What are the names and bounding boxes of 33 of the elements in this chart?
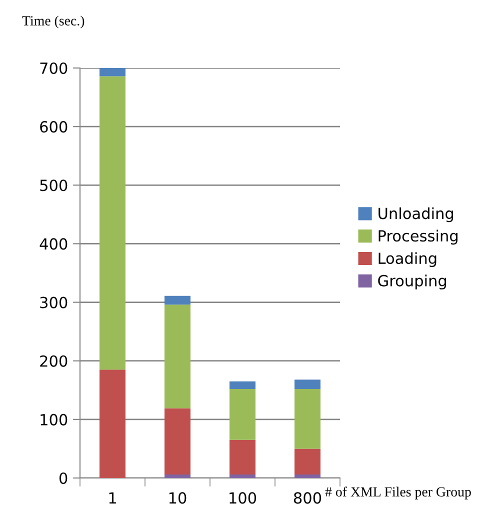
x-tick-label: 10 xyxy=(169,492,186,504)
bar xyxy=(164,296,190,305)
bar xyxy=(294,474,320,478)
y-tick-label: 200 xyxy=(40,355,68,367)
bar xyxy=(164,474,190,478)
y-tick-label: 700 xyxy=(40,62,68,74)
bar xyxy=(294,388,320,449)
bar xyxy=(230,381,256,389)
bar xyxy=(100,370,126,478)
x-axis-title: # of XML Files per Group xyxy=(325,486,471,500)
bar xyxy=(294,448,320,474)
x-tick-label: 1 xyxy=(109,492,116,504)
bar xyxy=(100,68,126,76)
bar xyxy=(100,76,126,370)
bar xyxy=(230,388,256,440)
legend-label: Unloading xyxy=(378,207,454,222)
y-axis-title: Time (sec.) xyxy=(22,16,84,28)
bar xyxy=(294,380,320,389)
y-tick-label: 0 xyxy=(59,472,68,484)
legend-label: Processing xyxy=(378,230,458,245)
legend-label: Loading xyxy=(378,252,436,268)
bar xyxy=(164,408,190,474)
legend-label: Grouping xyxy=(378,274,446,290)
y-tick-label: 100 xyxy=(40,414,68,426)
x-tick-label: 100 xyxy=(230,492,256,504)
y-tick-label: 300 xyxy=(40,296,68,308)
y-tick-label: 500 xyxy=(40,180,68,192)
bar xyxy=(230,440,256,474)
y-tick-label: 600 xyxy=(40,121,68,133)
bar xyxy=(164,304,190,408)
x-tick-label: 800 xyxy=(294,492,322,504)
bar xyxy=(230,474,256,478)
y-tick-label: 400 xyxy=(40,238,68,250)
